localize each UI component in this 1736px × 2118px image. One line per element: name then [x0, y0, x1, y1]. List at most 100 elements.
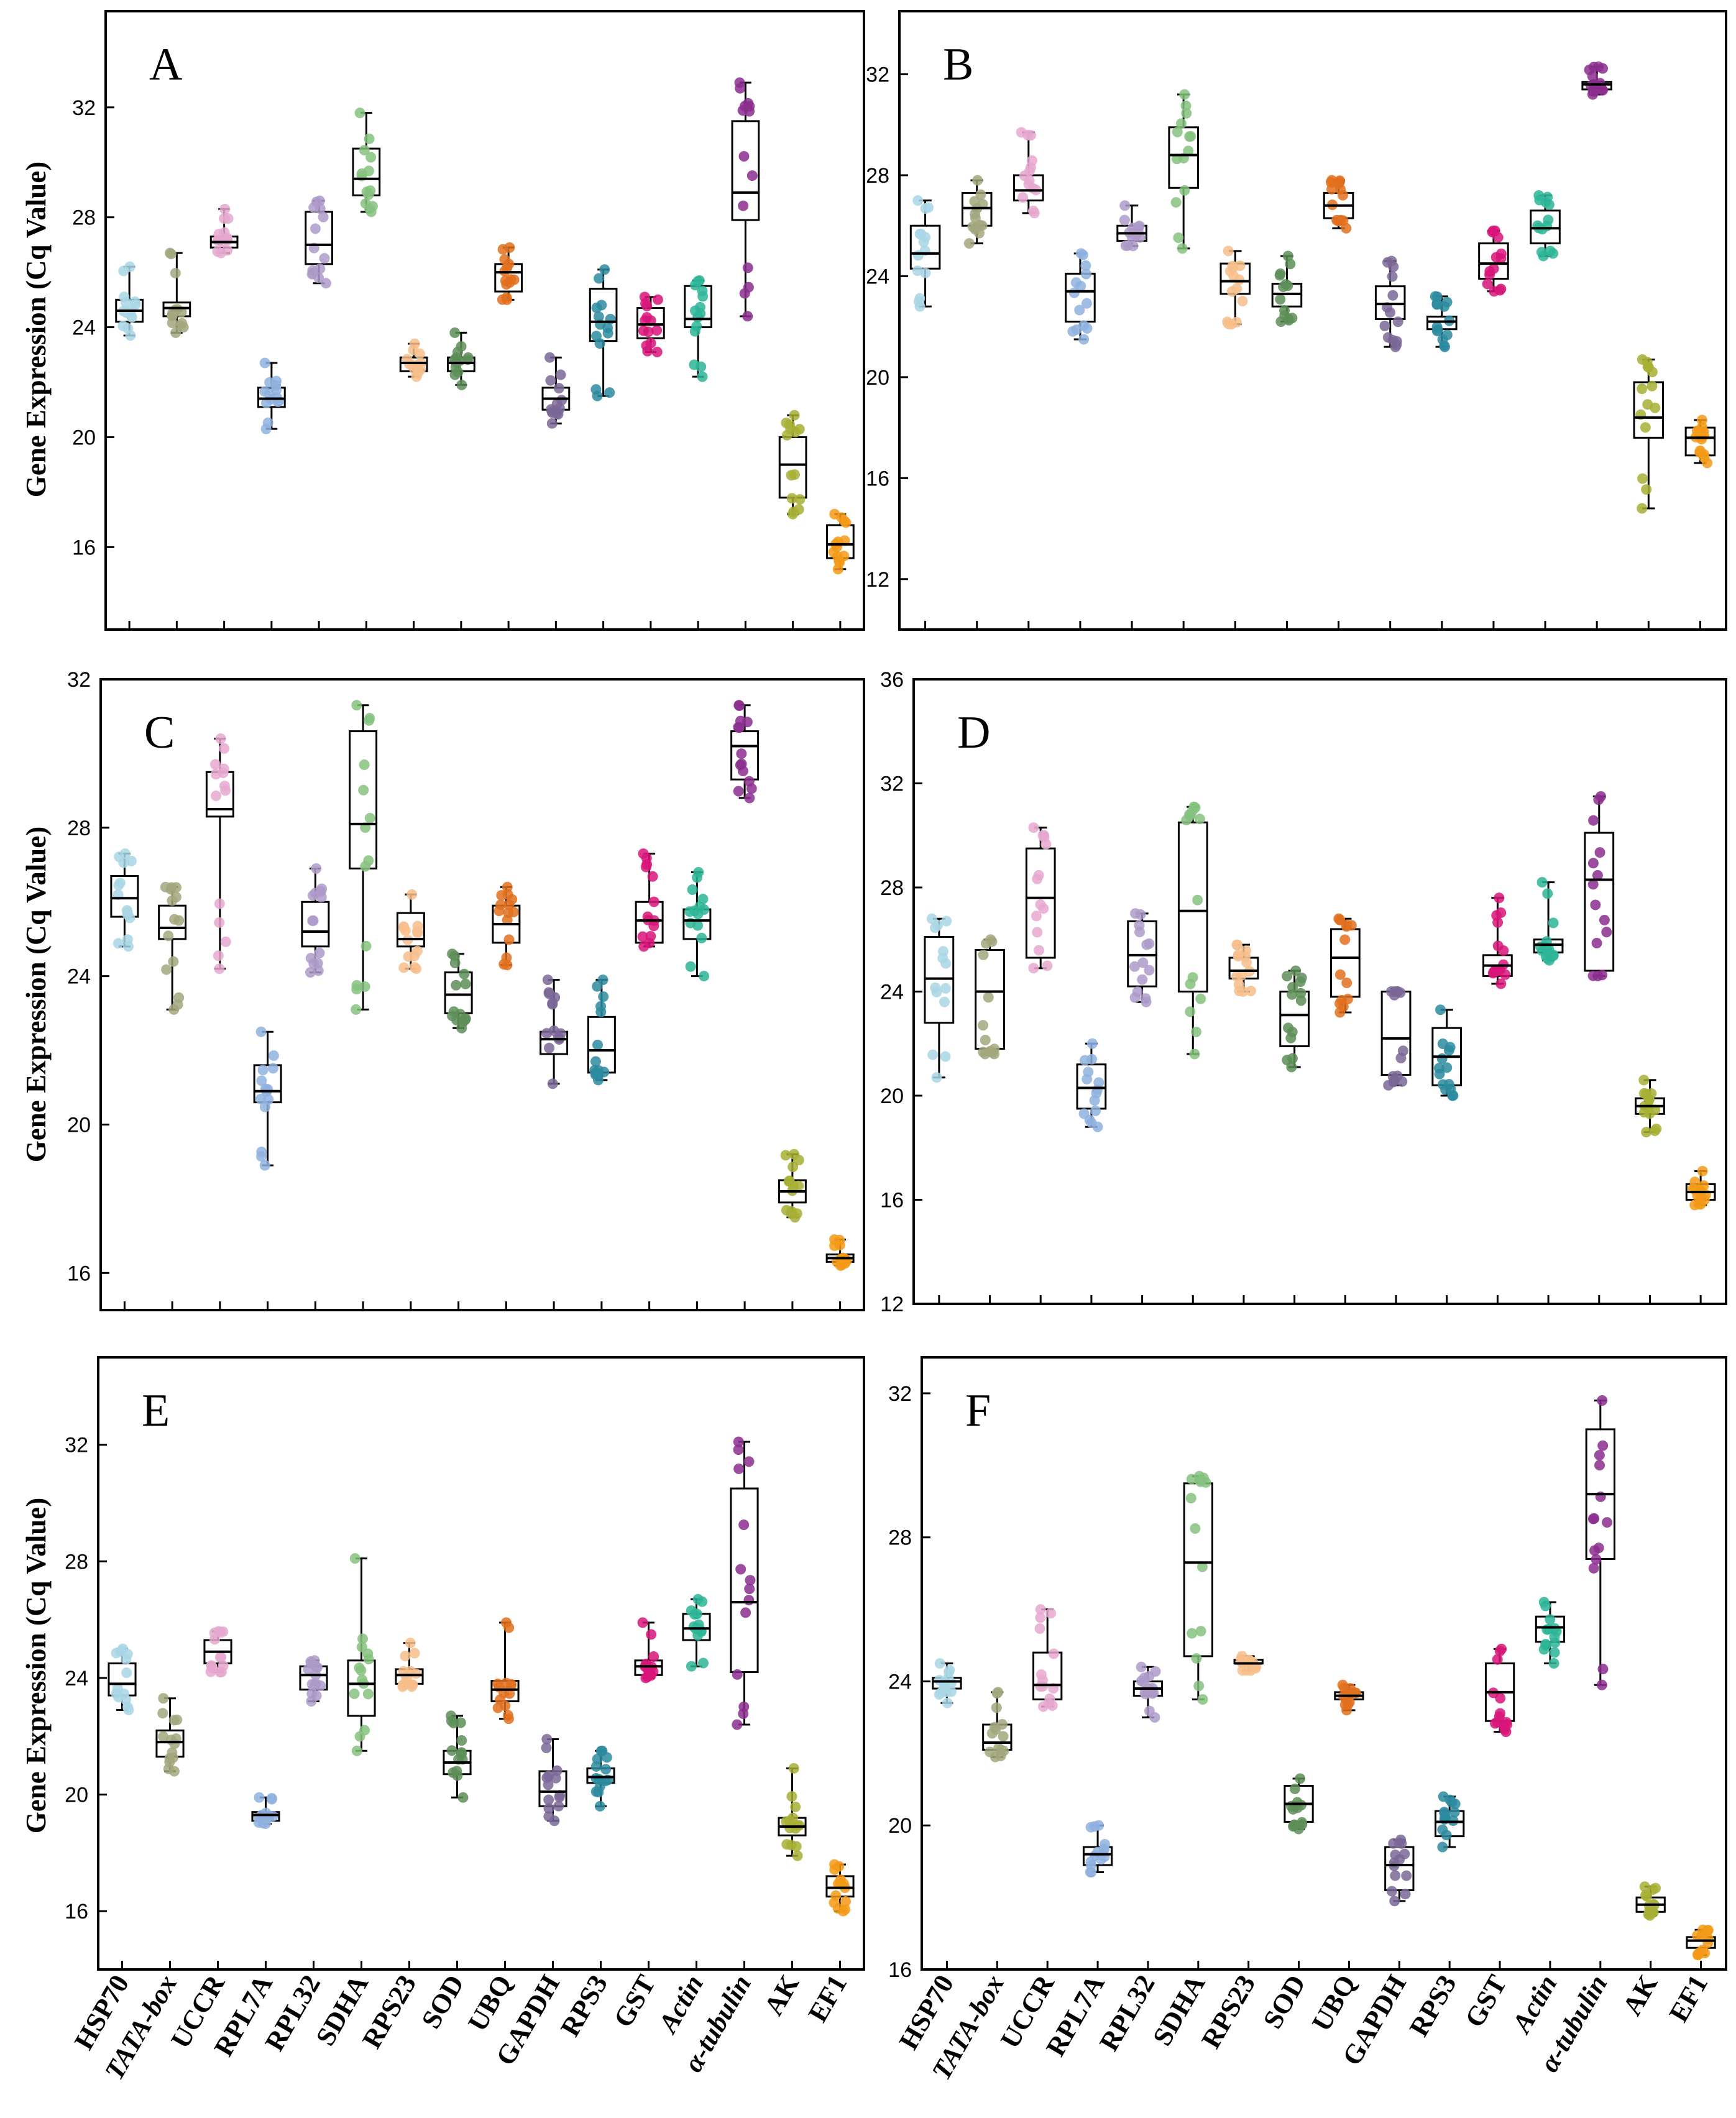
data-point: [689, 359, 700, 370]
y-tick-label: 24: [67, 965, 91, 989]
data-point: [970, 213, 981, 224]
box-RPS3: [1431, 1004, 1463, 1101]
data-point: [1597, 1664, 1609, 1675]
data-point: [940, 1051, 951, 1062]
data-point: [942, 1697, 953, 1708]
data-point: [651, 325, 663, 336]
data-point: [590, 1069, 601, 1080]
box-α-tubulin: [1585, 1395, 1615, 1690]
box-RPS23: [395, 1638, 424, 1692]
box-RPL32: [301, 863, 330, 978]
box-RPS23: [399, 338, 428, 382]
data-point: [687, 884, 698, 896]
data-point: [1194, 814, 1205, 825]
data-point: [1588, 815, 1599, 826]
data-point: [398, 962, 410, 973]
data-point: [978, 1047, 989, 1058]
data-point: [451, 979, 462, 991]
data-point: [1186, 1474, 1197, 1485]
data-point: [1119, 214, 1130, 226]
data-point: [647, 871, 658, 882]
data-point: [1070, 277, 1082, 288]
box-UCCR: [1025, 822, 1056, 974]
data-point: [975, 189, 986, 200]
data-point: [1699, 1948, 1711, 1959]
data-point: [158, 1693, 169, 1704]
data-point: [972, 175, 983, 186]
data-point: [1034, 1623, 1045, 1634]
data-point: [1077, 249, 1088, 260]
box-α-tubulin: [731, 77, 760, 322]
data-point: [1084, 1114, 1095, 1125]
data-point: [118, 265, 129, 277]
box-TATA-box: [162, 247, 191, 338]
data-point: [163, 1763, 174, 1774]
data-point: [1549, 1647, 1560, 1658]
data-point: [1086, 1053, 1098, 1065]
y-axis-label-top: Gene Expression (Cq Value): [21, 162, 52, 498]
data-point: [503, 1622, 515, 1633]
data-point: [492, 1678, 503, 1689]
y-tick-label: 12: [880, 1293, 904, 1316]
data-point: [1191, 1026, 1202, 1037]
data-point: [1231, 316, 1242, 328]
data-point: [1035, 1604, 1046, 1615]
data-point: [212, 246, 223, 257]
data-point: [1399, 1848, 1410, 1859]
y-tick-label: 32: [65, 1434, 88, 1457]
data-point: [978, 949, 989, 960]
data-point: [1185, 1493, 1196, 1504]
data-point: [414, 348, 425, 359]
data-point: [1195, 993, 1206, 1004]
data-point: [1379, 320, 1390, 331]
data-point: [1437, 1841, 1448, 1853]
box-HSP70: [932, 1658, 962, 1708]
data-point: [1231, 940, 1242, 951]
data-point: [1339, 934, 1351, 945]
data-point: [502, 889, 513, 900]
data-point: [214, 898, 225, 909]
data-point: [1548, 1658, 1559, 1669]
data-point: [255, 1026, 267, 1037]
data-point: [1282, 971, 1293, 982]
data-point: [319, 253, 330, 264]
data-point: [1082, 1073, 1093, 1084]
category-label: GST: [1459, 1970, 1512, 2033]
data-point: [1597, 63, 1609, 74]
data-point: [548, 1025, 559, 1036]
data-point: [1334, 998, 1346, 1009]
data-point: [1175, 118, 1187, 129]
box-AK: [1633, 354, 1665, 514]
box-RPS3: [589, 264, 618, 401]
data-point: [1031, 910, 1042, 922]
box-RPS3: [586, 1745, 615, 1812]
y-tick-label: 24: [888, 1670, 912, 1694]
data-point: [554, 1792, 565, 1803]
data-point: [685, 961, 696, 972]
data-point: [1593, 794, 1604, 805]
data-point: [543, 988, 554, 999]
data-point: [223, 213, 234, 224]
data-point: [449, 950, 460, 961]
data-point: [742, 311, 753, 322]
data-point: [1390, 1870, 1401, 1881]
y-tick-label: 16: [67, 1262, 91, 1285]
data-point: [1392, 316, 1403, 328]
data-point: [1334, 969, 1346, 980]
data-point: [1090, 1105, 1101, 1116]
data-point: [1045, 1608, 1057, 1619]
data-point: [315, 264, 326, 275]
data-point: [1484, 266, 1495, 277]
box-SOD: [1279, 965, 1310, 1073]
panel-frame: [898, 10, 1727, 631]
data-point: [1223, 245, 1234, 257]
data-point: [600, 1764, 612, 1775]
data-point: [1132, 986, 1143, 997]
data-point: [652, 294, 663, 305]
data-point: [543, 1779, 554, 1790]
data-point: [1489, 965, 1500, 976]
data-point: [1441, 1062, 1453, 1073]
y-tick-label: 24: [65, 1667, 88, 1690]
data-point: [1437, 1038, 1448, 1049]
data-point: [1297, 1817, 1308, 1828]
